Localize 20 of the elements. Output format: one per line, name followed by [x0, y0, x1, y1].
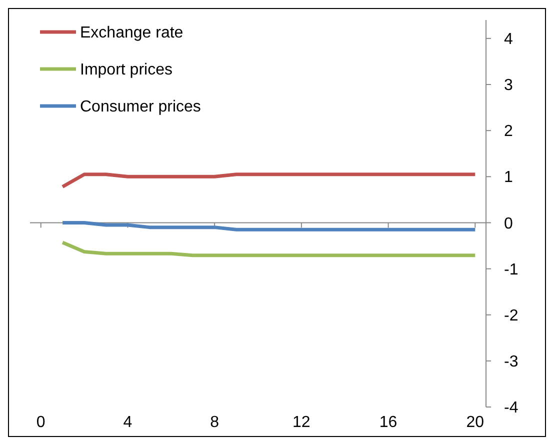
legend-label: Import prices — [80, 62, 172, 79]
y-tick-label: -2 — [504, 307, 518, 324]
y-tick-label: 4 — [504, 31, 513, 48]
y-tick-label: -1 — [504, 261, 518, 278]
line-series — [60, 220, 477, 232]
x-tick-label: 4 — [123, 414, 132, 431]
x-tick-label: 12 — [292, 414, 310, 431]
line-series — [60, 240, 477, 258]
y-tick-label: -3 — [504, 354, 518, 371]
x-tick-label: 0 — [36, 414, 46, 431]
legend-label: Consumer prices — [80, 98, 201, 116]
x-tick-label: 20 — [466, 414, 484, 431]
y-tick-label: 2 — [504, 123, 513, 140]
x-tick-label: 16 — [379, 414, 398, 431]
y-tick-label: 3 — [504, 77, 513, 94]
y-tick-label: -4 — [504, 400, 518, 417]
x-tick-label: 8 — [210, 414, 220, 431]
y-tick-label: 1 — [504, 169, 513, 186]
legend-label: Exchange rate — [80, 24, 184, 42]
y-tick-label: 0 — [504, 215, 513, 232]
